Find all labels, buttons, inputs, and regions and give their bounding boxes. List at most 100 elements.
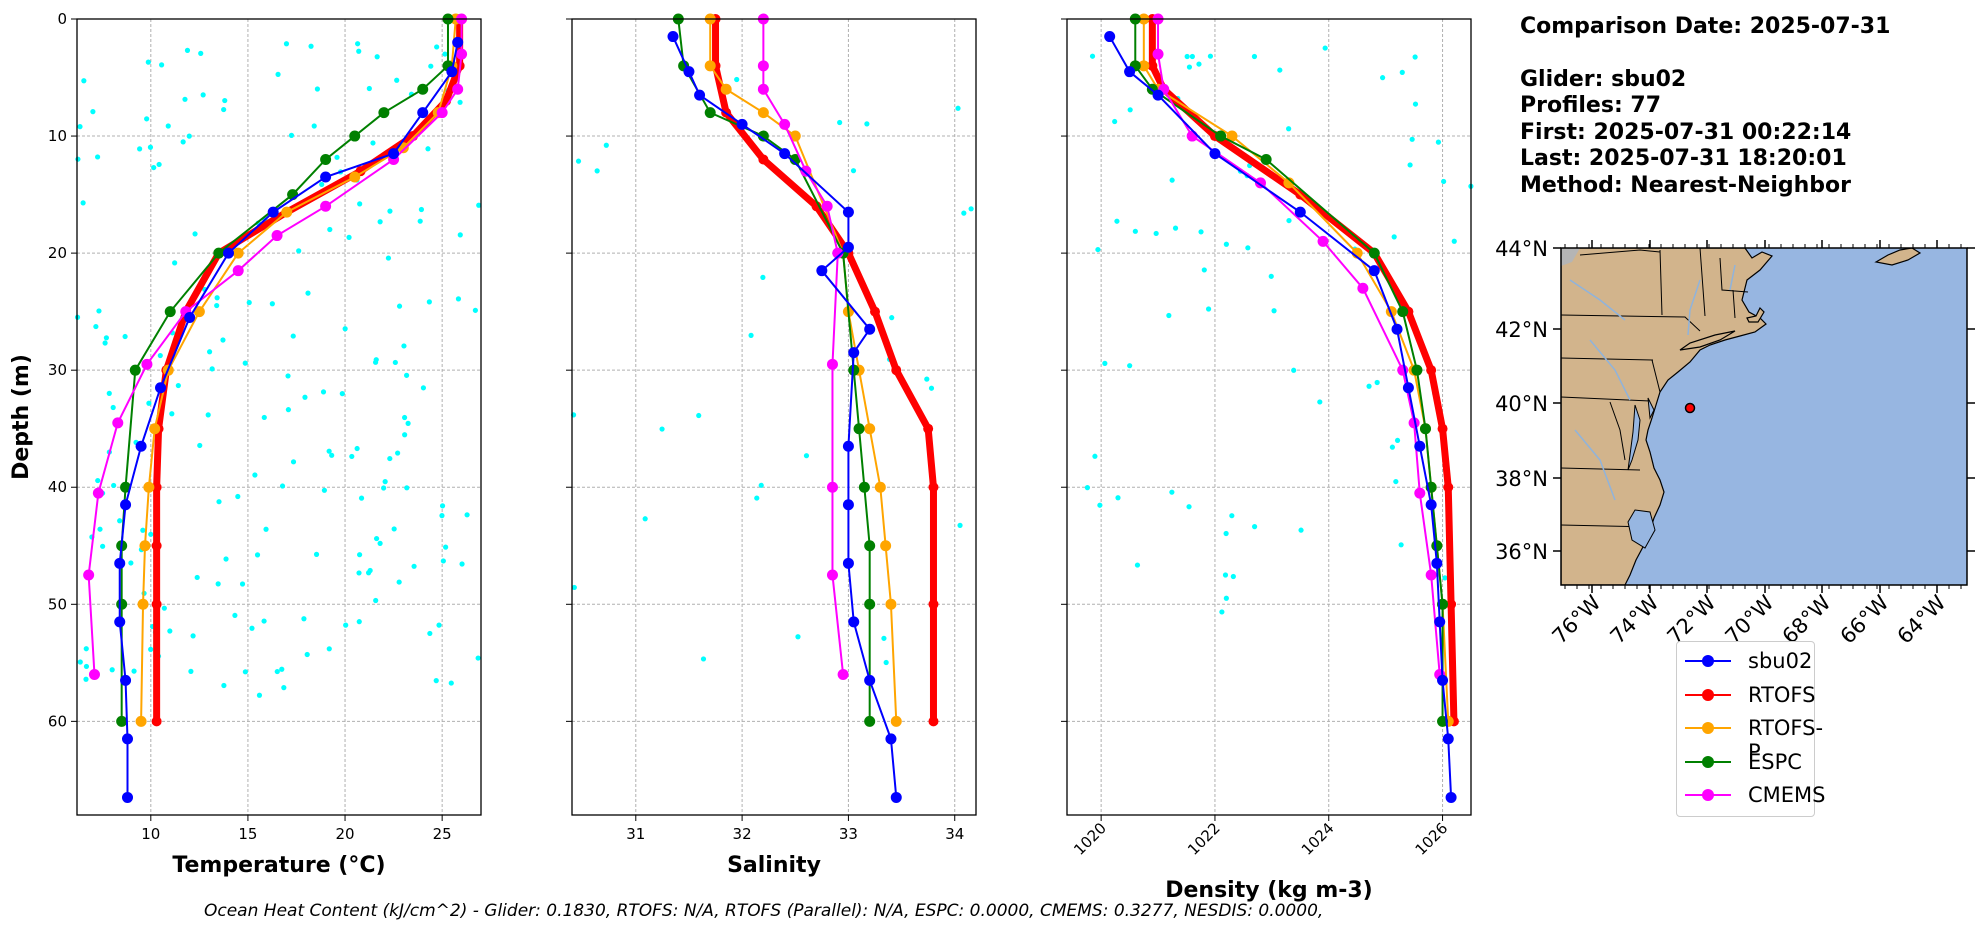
glider-observation-point [96, 308, 102, 314]
glider-observation-point [249, 625, 255, 631]
glider-observation-point [1186, 64, 1193, 70]
y-tick-label: 40 [48, 478, 67, 496]
series-point-sbu02 [452, 36, 464, 48]
series-point-sbu02 [1294, 206, 1306, 218]
profile-panel-1: 10 15 20 25 0 10 20 30 40 50 60 Temperature (°C) Dep… [9, 10, 482, 878]
series-point-espc [864, 540, 876, 552]
glider-observation-point [288, 132, 295, 138]
glider-observation-point [1132, 228, 1138, 234]
glider-observation-point [279, 666, 285, 672]
legend-label: RTOFS [1748, 682, 1816, 707]
series-point-rtofs [151, 540, 162, 551]
series-point-sbu02 [122, 733, 133, 745]
glider-observation-point [131, 668, 137, 674]
series-sbu02 [114, 36, 464, 803]
glider-observation-point [1409, 136, 1415, 142]
glider-observation-point [327, 226, 333, 233]
series-point-cmems [757, 83, 769, 95]
glider-observation-point [373, 597, 379, 604]
x-tick-label: 31 [626, 825, 645, 843]
glider-observation-point [1112, 118, 1118, 125]
series-cmems [83, 13, 468, 681]
glider-observation-point [254, 552, 261, 558]
glider-observation-point [157, 352, 163, 359]
glider-observation-point [215, 581, 221, 587]
glider-observation-point [97, 526, 103, 532]
glider-observation-point [1222, 572, 1229, 578]
glider-observation-point [221, 682, 227, 689]
series-point-espc [116, 715, 128, 727]
glider-observation-point [1229, 513, 1235, 519]
legend-item-rtofs: RTOFS [1685, 681, 1816, 711]
series-point-rtofs [1446, 599, 1457, 610]
series-point-cmems [832, 247, 844, 259]
glider-observation-point [156, 161, 162, 168]
glider-observation-point [246, 299, 252, 306]
series-point-espc [1368, 247, 1380, 259]
x-tick-label: 33 [839, 825, 858, 843]
glider-observation-point [357, 201, 363, 207]
series-point-rtofs-p [149, 423, 161, 435]
legend-label: RTOFS-P [1748, 716, 1824, 764]
glider-observation-point [314, 86, 321, 92]
glider-observation-point [216, 499, 222, 505]
series-line-rtofs-p [140, 18, 457, 722]
series-point-cmems [320, 200, 332, 212]
series-point-cmems [826, 569, 838, 581]
glider-observation-point [93, 323, 99, 330]
glider-observation-point [1230, 573, 1236, 580]
y-tick-label: 0 [57, 10, 67, 28]
series-point-sbu02 [1442, 733, 1454, 745]
glider-observation-point [1394, 437, 1401, 444]
legend-swatch-dot [1702, 688, 1714, 701]
series-point-rtofs [928, 716, 939, 727]
series-point-rtofs [151, 716, 162, 727]
series-point-sbu02 [848, 347, 860, 359]
legend-item-sbu02: sbu02 [1685, 647, 1813, 677]
series-point-cmems [112, 417, 124, 429]
series-point-espc [864, 715, 876, 727]
glider-observation-point [261, 618, 267, 624]
x-tick-label: 32 [733, 825, 752, 843]
glider-observation-point [1207, 53, 1214, 59]
glider-observation-point [795, 634, 801, 640]
glider-observation-point [1169, 489, 1175, 495]
glider-observation-point [642, 516, 648, 522]
series-point-cmems [757, 60, 769, 72]
glider-observation-point [319, 181, 325, 188]
glider-observation-point [220, 337, 226, 343]
glider-observation-point [1441, 178, 1447, 185]
glider-observation-point [439, 513, 445, 519]
glider-observation-point [1166, 312, 1172, 319]
series-point-sbu02 [417, 107, 429, 119]
map-lon-label: 64°W [1893, 590, 1951, 648]
series-point-sbu02 [114, 557, 126, 569]
glider-observation-point [457, 232, 463, 238]
glider-observation-point [436, 622, 442, 628]
series-point-rtofs-p [757, 107, 769, 119]
map-pamlico [1627, 509, 1656, 549]
glider-observation-point [924, 376, 930, 382]
glider-observation-point [175, 382, 181, 389]
series-point-sbu02 [1152, 89, 1164, 101]
series-point-rtofs [151, 482, 162, 493]
legend-label: CMEMS [1748, 783, 1826, 807]
glider-observation-point [232, 612, 238, 619]
series-point-rtofs-p [135, 715, 147, 727]
glider-observation-point [200, 92, 206, 98]
series-point-rtofs-p [193, 306, 205, 318]
glider-observation-point [1322, 45, 1328, 51]
glider-observation-point [180, 139, 186, 145]
glider-observation-point [301, 616, 307, 622]
glider-observation-point [242, 360, 248, 366]
series-point-rtofs-p [232, 247, 244, 259]
glider-observation-point [1169, 177, 1175, 183]
glider-observation-point [182, 96, 188, 102]
glider-observation-point [165, 123, 171, 129]
glider-observation-point [349, 453, 355, 460]
series-point-cmems [1317, 235, 1329, 247]
glider-observation-point [102, 340, 108, 346]
glider-observation-point [188, 668, 194, 674]
glider-observation-point [382, 479, 388, 485]
